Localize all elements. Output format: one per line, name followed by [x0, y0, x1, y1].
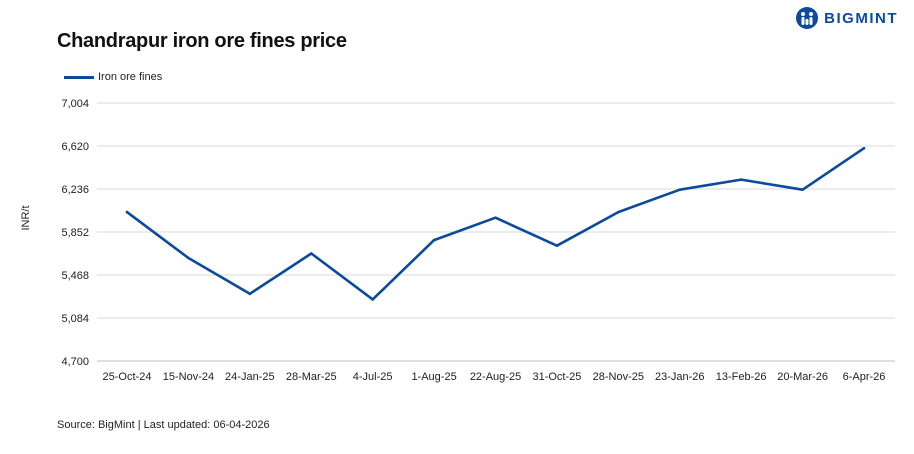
- data-point: [248, 292, 252, 296]
- series-points: [125, 146, 866, 301]
- data-point: [862, 146, 866, 150]
- data-point: [617, 210, 620, 214]
- x-tick-label: 28-Nov-25: [593, 371, 644, 383]
- x-axis-ticks: 25-Oct-24 15-Nov-24 24-Jan-25 28-Mar-25 4-Ju…: [103, 371, 886, 383]
- x-tick-label: 1-Aug-25: [411, 371, 456, 383]
- data-point: [187, 256, 190, 260]
- x-tick-label: 28-Mar-25: [286, 371, 337, 383]
- brand-logo: BIGMINT: [795, 6, 898, 30]
- y-tick-label: 6,620: [61, 141, 89, 153]
- chart-legend: Iron ore fines: [64, 71, 162, 83]
- data-point: [125, 210, 129, 214]
- x-tick-label: 6-Apr-26: [843, 371, 886, 383]
- y-axis-label: INR/t: [20, 205, 32, 230]
- y-tick-label: 5,852: [61, 227, 89, 239]
- legend-label: Iron ore fines: [98, 71, 163, 83]
- chart-title: Chandrapur iron ore fines price: [57, 30, 347, 52]
- x-tick-label: 25-Oct-24: [103, 371, 152, 383]
- x-tick-label: 4-Jul-25: [353, 371, 393, 383]
- x-tick-label: 24-Jan-25: [225, 371, 275, 383]
- y-axis-ticks: 7,004 6,620 6,236 5,852 5,468 5,084 4,700: [61, 98, 89, 368]
- brand-name: BIGMINT: [824, 9, 898, 27]
- y-tick-label: 5,468: [61, 270, 89, 282]
- x-tick-label: 22-Aug-25: [470, 371, 521, 383]
- y-tick-label: 4,700: [61, 356, 89, 368]
- grid-lines: [97, 102, 895, 362]
- legend-swatch: [64, 75, 94, 79]
- data-point: [494, 216, 497, 219]
- y-tick-label: 5,084: [61, 313, 89, 325]
- series-line-iron-ore-fines: [125, 146, 866, 301]
- y-tick-label: 6,236: [61, 184, 89, 196]
- data-point: [432, 238, 436, 242]
- data-point: [739, 178, 743, 181]
- x-tick-label: 20-Mar-26: [777, 371, 828, 383]
- x-tick-label: 31-Oct-25: [532, 371, 581, 383]
- data-point: [678, 188, 682, 191]
- data-point: [309, 252, 313, 255]
- data-point: [801, 188, 804, 191]
- x-tick-label: 23-Jan-26: [655, 371, 705, 383]
- data-point: [555, 244, 559, 247]
- x-tick-label: 13-Feb-26: [716, 371, 767, 383]
- x-tick-label: 15-Nov-24: [163, 371, 214, 383]
- source-note: Source: BigMint | Last updated: 06-04-20…: [57, 419, 270, 431]
- bigmint-logo-icon: [796, 7, 819, 29]
- y-tick-label: 7,004: [61, 98, 89, 110]
- data-point: [371, 298, 374, 301]
